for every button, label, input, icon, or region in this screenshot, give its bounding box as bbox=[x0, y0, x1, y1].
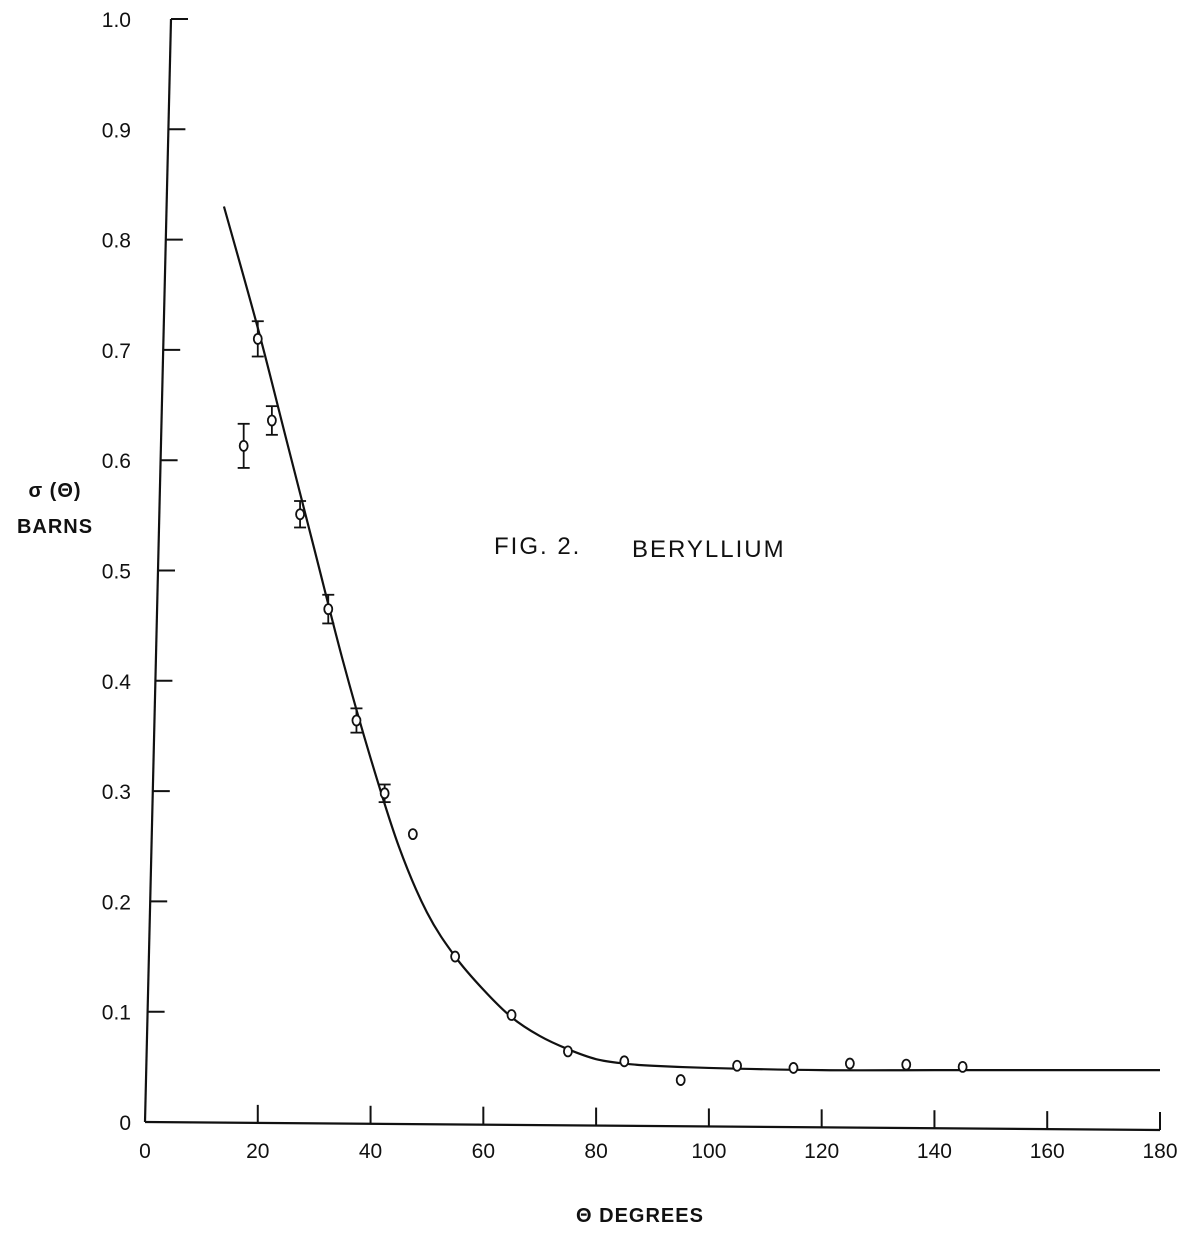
data-point bbox=[407, 828, 418, 841]
x-tick-label: 140 bbox=[917, 1140, 952, 1163]
y-tick-label: 0.6 bbox=[102, 450, 131, 473]
data-point bbox=[788, 1062, 799, 1074]
x-tick-label: 40 bbox=[359, 1140, 382, 1163]
x-axis-label: Θ DEGREES bbox=[576, 1205, 704, 1227]
data-point bbox=[295, 508, 305, 521]
figure-subtitle: BERYLLIUM bbox=[632, 536, 786, 563]
data-point bbox=[732, 1059, 742, 1072]
y-tick-label: 0.1 bbox=[102, 1002, 131, 1025]
data-point bbox=[563, 1045, 573, 1058]
data-point bbox=[266, 414, 277, 427]
data-point bbox=[323, 603, 334, 616]
data-point bbox=[844, 1057, 855, 1070]
data-point bbox=[506, 1009, 517, 1021]
y-tick-label: 0.9 bbox=[102, 119, 131, 142]
x-tick-label: 60 bbox=[472, 1140, 495, 1163]
x-tick-label: 0 bbox=[139, 1140, 151, 1163]
data-point bbox=[450, 950, 461, 963]
y-axis-ticks: 0 0.1 0.2 0.3 0.4 0.5 0.6 0.7 0.8 0.9 1.0 bbox=[102, 9, 188, 1135]
x-tick-label: 180 bbox=[1142, 1140, 1177, 1163]
y-tick-label: 0.7 bbox=[102, 340, 131, 363]
y-tick-label: 0.2 bbox=[102, 891, 131, 914]
x-axis-ticks: 0 20 40 60 80 100 120 140 160 180 bbox=[139, 1104, 1178, 1163]
y-tick-label: 0.8 bbox=[102, 230, 131, 253]
data-point bbox=[238, 439, 249, 452]
y-axis-label-line1: σ (Θ) bbox=[28, 480, 81, 502]
y-tick-label: 0 bbox=[119, 1112, 131, 1135]
x-tick-label: 100 bbox=[691, 1140, 726, 1163]
y-axis-label-line2: BARNS bbox=[17, 516, 93, 538]
data-point bbox=[901, 1058, 912, 1071]
y-tick-label: 0.4 bbox=[102, 671, 132, 694]
figure-title: FIG. 2. bbox=[494, 533, 581, 560]
y-tick-label: 1.0 bbox=[102, 9, 131, 32]
fitted-curve bbox=[222, 206, 1160, 1072]
x-tick-label: 120 bbox=[804, 1140, 839, 1163]
data-point bbox=[619, 1055, 630, 1068]
data-point bbox=[252, 332, 263, 345]
y-tick-label: 0.3 bbox=[102, 781, 131, 804]
x-tick-label: 20 bbox=[246, 1140, 269, 1163]
data-point bbox=[379, 787, 390, 800]
data-points bbox=[237, 320, 968, 1086]
y-tick-label: 0.5 bbox=[102, 561, 131, 584]
x-axis-line bbox=[144, 1120, 1161, 1132]
data-point bbox=[351, 714, 362, 727]
data-point bbox=[675, 1074, 686, 1086]
data-point bbox=[957, 1060, 968, 1073]
x-tick-label: 160 bbox=[1030, 1140, 1065, 1163]
x-tick-label: 80 bbox=[584, 1140, 607, 1163]
